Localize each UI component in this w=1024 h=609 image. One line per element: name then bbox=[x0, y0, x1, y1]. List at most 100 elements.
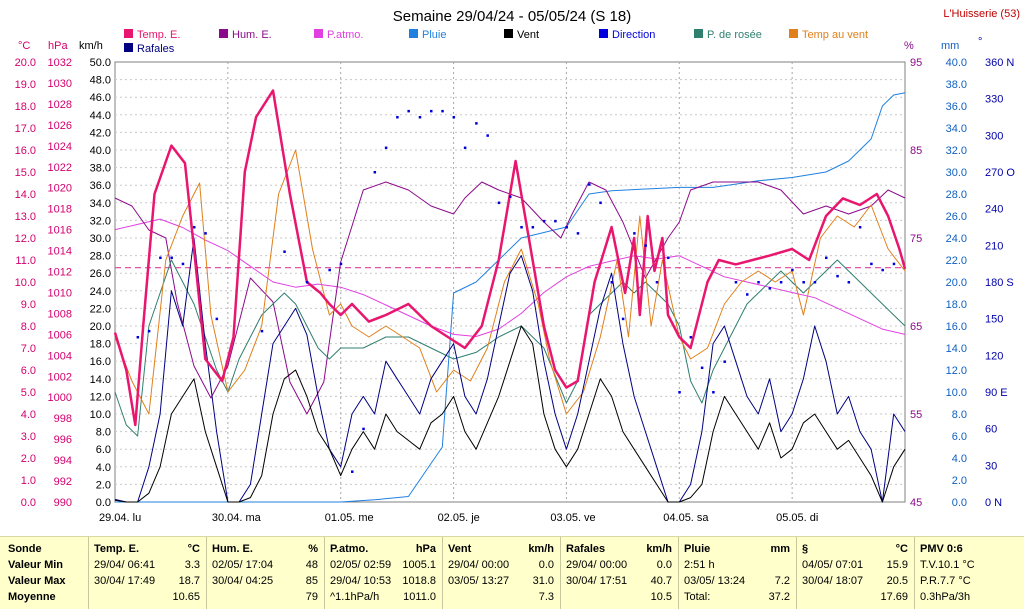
panel-col-press: P.atmo. hPa 02/05/ 02:59 1005.1 29/04/ 10:… bbox=[330, 541, 436, 605]
panel-wind-mean-value: 7.3 bbox=[538, 591, 554, 603]
pressure-axis-tick-label: 1032 bbox=[48, 57, 72, 69]
chart-canvas: 0.0 1.0 2.0 3.0 4.0 5.0 6.0 7.0 8.0 9.0 10.0 11.0 12… bbox=[15, 8, 1020, 524]
direction-point bbox=[509, 195, 512, 198]
x-tick-label: 01.05. me bbox=[325, 512, 374, 524]
panel-hum-mean-value: 79 bbox=[305, 591, 318, 603]
wind-axis-tick-label: 8.0 bbox=[96, 427, 111, 439]
direction-point bbox=[734, 281, 738, 284]
direction-axis-tick-label: 60 bbox=[985, 424, 997, 436]
panel-temp-max-time: 30/04/ 17:49 bbox=[94, 575, 156, 587]
pressure-axis-tick-label: 1006 bbox=[48, 329, 72, 341]
rain-axis-tick-label: 10.0 bbox=[946, 387, 967, 399]
temp-axis-tick-label: 4.0 bbox=[21, 409, 36, 421]
wind-axis-tick-label: 44.0 bbox=[90, 110, 111, 122]
rain-axis-tick-label: 12.0 bbox=[946, 365, 967, 377]
legend-swatch bbox=[789, 29, 798, 38]
direction-axis-tick-label: 0 N bbox=[985, 497, 1002, 509]
panel-title-press: P.atmo. bbox=[330, 543, 369, 555]
direction-point bbox=[384, 146, 388, 150]
panel-unit-temp: °C bbox=[187, 543, 200, 555]
legend-swatch bbox=[694, 29, 703, 38]
direction-point bbox=[813, 281, 817, 284]
direction-point bbox=[351, 470, 354, 473]
panel-wind-min-value: 0.0 bbox=[538, 559, 554, 571]
temp-axis-tick-label: 18.0 bbox=[15, 101, 36, 113]
legend-label: Pluie bbox=[422, 29, 446, 41]
wind-axis-tick-label: 48.0 bbox=[90, 75, 111, 87]
panel-title-hum: Hum. E. bbox=[212, 543, 253, 555]
chart-title: Semaine 29/04/24 - 05/05/24 (S 18) bbox=[393, 8, 632, 25]
panel-title-pmv: PMV 0:6 bbox=[920, 543, 963, 555]
direction-point bbox=[204, 232, 207, 235]
weather-chart: 0.0 1.0 2.0 3.0 4.0 5.0 6.0 7.0 8.0 9.0 10.0 11.0 12… bbox=[14, 8, 1020, 524]
panel-col-pmv: PMV 0:6 T.V.10.1 °C P.R.7.7 °C 0.3hPa/3h bbox=[920, 541, 1020, 605]
panel-divider bbox=[442, 537, 443, 609]
series-line bbox=[113, 89, 907, 427]
panel-gust-max-value: 40.7 bbox=[650, 575, 672, 587]
direction-point bbox=[339, 262, 343, 266]
pressure-axis-tick-label: 1028 bbox=[48, 99, 72, 111]
pressure-axis-tick-label: 1002 bbox=[48, 371, 72, 383]
panel-press-mean-value: 1011.0 bbox=[403, 591, 436, 603]
pressure-axis-unit: hPa bbox=[48, 40, 68, 52]
series-line bbox=[114, 218, 906, 337]
direction-point bbox=[621, 317, 625, 321]
direction-point bbox=[181, 262, 185, 266]
panel-row-max-label: Valeur Max bbox=[8, 575, 66, 587]
panel-extra-max-time: 30/04/ 18:07 bbox=[802, 575, 864, 587]
wind-axis-tick-label: 4.0 bbox=[96, 462, 111, 474]
direction-point bbox=[136, 336, 140, 339]
direction-point bbox=[881, 268, 884, 272]
wind-axis-tick-label: 46.0 bbox=[90, 92, 111, 104]
panel-unit-hum: % bbox=[308, 543, 318, 555]
panel-title-extra-temp: § bbox=[802, 543, 809, 555]
direction-axis-tick-label: 120 bbox=[985, 350, 1003, 362]
rain-axis-tick-label: 16.0 bbox=[946, 321, 967, 333]
direction-axis-tick-label: 360 N bbox=[985, 57, 1014, 69]
pressure-axis-tick-label: 1012 bbox=[48, 267, 72, 279]
wind-axis-tick-label: 16.0 bbox=[90, 356, 111, 368]
legend-swatch bbox=[219, 29, 228, 38]
direction-point bbox=[159, 256, 162, 260]
wind-axis-tick-label: 2.0 bbox=[96, 479, 111, 491]
panel-gust-min-value: 0.0 bbox=[656, 559, 672, 571]
panel-title-gust: Rafales bbox=[566, 543, 606, 555]
temp-axis-tick-label: 1.0 bbox=[21, 475, 36, 487]
x-tick-label: 30.04. ma bbox=[212, 512, 262, 524]
pressure-axis-tick-label: 990 bbox=[54, 497, 72, 509]
wind-axis-tick-label: 40.0 bbox=[90, 145, 111, 157]
direction-point bbox=[147, 329, 151, 333]
panel-divider bbox=[206, 537, 207, 609]
x-tick-label: 29.04. lu bbox=[99, 512, 141, 524]
panel-unit-gust: km/h bbox=[646, 543, 672, 555]
wind-axis-tick-label: 10.0 bbox=[90, 409, 111, 421]
direction-point bbox=[712, 391, 715, 394]
humidity-axis-tick-label: 45 bbox=[910, 497, 922, 509]
pressure-axis-tick-label: 1004 bbox=[48, 350, 72, 362]
panel-temp-max-value: 18.7 bbox=[178, 575, 200, 587]
direction-point bbox=[260, 329, 264, 333]
panel-col-labels: Sonde Valeur Min Valeur Max Moyenne bbox=[8, 541, 83, 605]
direction-point bbox=[554, 219, 557, 223]
direction-point bbox=[542, 219, 546, 223]
x-tick-label: 04.05. sa bbox=[663, 512, 709, 524]
direction-point bbox=[452, 116, 456, 119]
direction-point bbox=[689, 336, 693, 339]
pressure-axis-tick-label: 996 bbox=[54, 434, 72, 446]
legend-swatch bbox=[599, 29, 608, 38]
plot-area bbox=[114, 61, 906, 503]
rain-axis-tick-label: 8.0 bbox=[952, 409, 967, 421]
direction-point bbox=[791, 268, 794, 272]
direction-point bbox=[396, 116, 399, 119]
direction-axis-tick-label: 300 bbox=[985, 130, 1003, 142]
panel-rain-max-value: 7.2 bbox=[774, 575, 790, 587]
pressure-axis-tick-label: 1000 bbox=[48, 392, 72, 404]
direction-axis-tick-label: 150 bbox=[985, 314, 1003, 326]
direction-point bbox=[610, 281, 614, 284]
temp-axis-tick-label: 6.0 bbox=[21, 365, 36, 377]
rain-axis-tick-label: 26.0 bbox=[946, 211, 967, 223]
panel-row-min-label: Valeur Min bbox=[8, 559, 64, 571]
legend-label: Direction bbox=[612, 29, 655, 41]
panel-unit-press: hPa bbox=[415, 543, 436, 555]
wind-axis-tick-label: 50.0 bbox=[90, 57, 111, 69]
